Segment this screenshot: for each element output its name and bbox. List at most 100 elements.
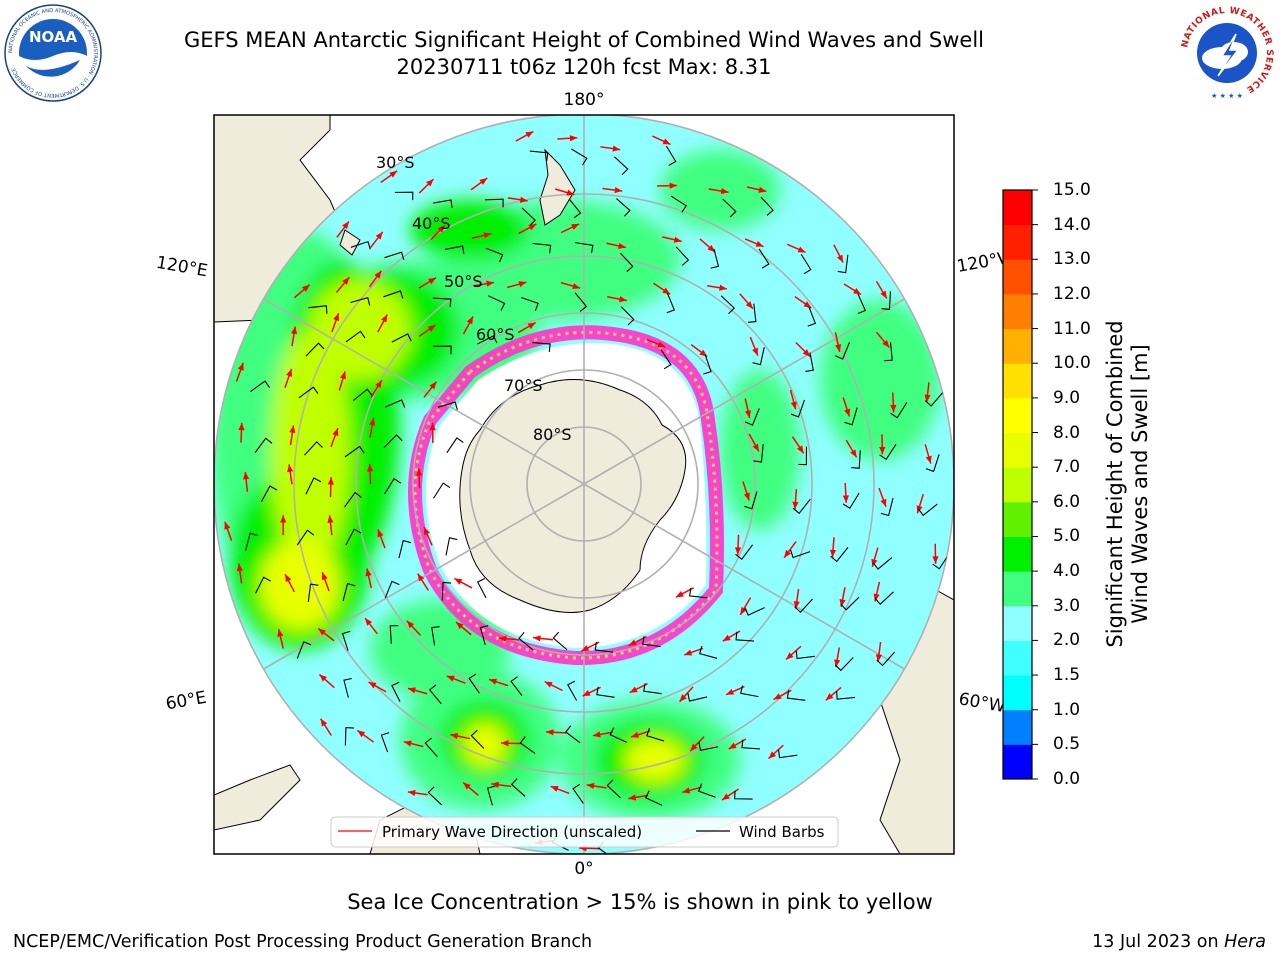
wave-arrow-head <box>569 135 578 142</box>
wind-barb <box>879 444 897 461</box>
wave-height-area <box>270 330 350 570</box>
wave-arrow-head <box>916 505 923 514</box>
wind-barb <box>786 690 806 701</box>
wave-arrow-head <box>842 495 849 503</box>
wave-height-area <box>625 738 685 782</box>
wind-barb <box>735 544 753 561</box>
wave-arrow-head <box>544 681 553 688</box>
lon-label-60w: 60°W <box>957 689 1007 717</box>
wind-barb <box>840 596 860 611</box>
wind-barb <box>567 680 578 701</box>
wind-barb <box>424 737 438 757</box>
wave-arrow-head <box>237 362 244 371</box>
wave-arrow-head <box>327 515 334 523</box>
wind-barb <box>384 477 402 495</box>
wave-height-area <box>463 723 507 767</box>
wave-arrow-head <box>416 468 423 476</box>
lat-label-50: 50°S <box>444 272 483 291</box>
wave-arrow-head <box>318 628 326 636</box>
wind-barb <box>675 246 690 266</box>
wind-barb <box>606 779 621 799</box>
wind-barb <box>735 631 755 642</box>
wave-arrow-head <box>792 501 799 510</box>
wind-barb <box>851 450 861 469</box>
wave-height-area <box>310 280 410 380</box>
wave-arrow-head <box>550 786 559 792</box>
wave-arrow-head <box>825 693 834 701</box>
wave-arrow-head <box>925 455 932 464</box>
wave-arrow-head <box>758 186 767 193</box>
wave-arrow-head <box>375 380 382 389</box>
wind-barb <box>741 739 760 750</box>
wave-arrow-head <box>302 284 310 292</box>
wave-arrow-head <box>319 674 327 682</box>
wind-barb <box>646 728 665 742</box>
sea-ice-caption: Sea Ice Concentration > 15% is shown in … <box>347 890 933 914</box>
wind-barb <box>552 631 568 651</box>
wind-barb <box>250 380 271 392</box>
wind-barb <box>344 726 354 746</box>
wind-barb <box>468 673 480 694</box>
wind-barb <box>342 582 356 602</box>
wind-barb <box>520 296 539 312</box>
wave-arrow-head <box>374 270 382 279</box>
wave-arrow-head <box>796 445 804 454</box>
wave-arrow-head <box>572 283 581 290</box>
wave-arrow-head <box>342 221 350 230</box>
wave-arrow-head <box>740 606 747 615</box>
wave-arrow-head <box>880 290 887 299</box>
colorbar-tick-label: 0.5 <box>1053 734 1081 755</box>
wind-barb <box>710 248 720 269</box>
colorbar-segment <box>1003 363 1032 399</box>
wind-barb <box>830 547 849 563</box>
wave-arrow-head <box>518 281 527 288</box>
colorbar-tick-label: 14.0 <box>1053 214 1091 235</box>
wave-arrow-head <box>614 186 623 194</box>
wind-barb <box>344 445 365 458</box>
new-zealand-land <box>539 148 576 226</box>
wave-arrow-head <box>875 654 883 662</box>
colorbar-tick-label: 11.0 <box>1053 318 1091 339</box>
wind-barb <box>383 434 403 449</box>
footer-branch: NCEP/EMC/Verification Post Processing Pr… <box>13 932 593 952</box>
wind-barb <box>794 598 813 614</box>
colorbar-tick-label: 15.0 <box>1053 180 1091 200</box>
wave-arrow-head <box>377 529 384 538</box>
colorbar-title: Significant Height of Combined Wind Wave… <box>1103 320 1153 647</box>
colorbar-segment <box>1003 293 1032 330</box>
wave-arrow-head <box>466 316 474 325</box>
wind-barb <box>428 684 442 705</box>
colorbar-segment <box>1003 571 1032 607</box>
wind-barb <box>932 553 950 570</box>
wave-arrow-head <box>407 687 416 694</box>
wind-barb <box>427 786 442 806</box>
wind-barb <box>384 580 400 599</box>
wind-barb <box>341 630 351 651</box>
wind-barb <box>842 492 860 510</box>
wind-barb <box>380 732 390 753</box>
wind-barb <box>296 641 312 659</box>
wave-arrow-head <box>501 740 509 747</box>
wave-arrow-head <box>242 471 250 480</box>
wind-barb <box>345 330 366 343</box>
colorbar-segment <box>1003 432 1032 468</box>
colorbar-tick-label: 8.0 <box>1053 422 1081 443</box>
wind-barb <box>564 725 581 744</box>
wind-barb <box>345 528 362 546</box>
wind-barb <box>391 681 401 702</box>
footer-date-text: 13 Jul 2023 on <box>1092 932 1225 952</box>
colorbar-frame <box>1002 189 1033 780</box>
lat-label-70: 70°S <box>504 376 543 395</box>
lon-label-120e: 120°E <box>155 253 209 282</box>
wave-arrow-head <box>424 527 430 536</box>
wave-height-area <box>820 300 940 460</box>
wave-arrow-head <box>454 578 463 585</box>
colorbar-segment <box>1003 501 1032 537</box>
wave-arrow-head <box>489 678 497 685</box>
colorbar-segment <box>1003 259 1032 295</box>
colorbar-tick-label: 0.0 <box>1053 769 1081 789</box>
wind-barb <box>344 491 362 508</box>
wave-arrow-head <box>389 170 398 178</box>
colorbar-segment <box>1003 605 1032 641</box>
wave-arrow-head <box>289 425 296 434</box>
